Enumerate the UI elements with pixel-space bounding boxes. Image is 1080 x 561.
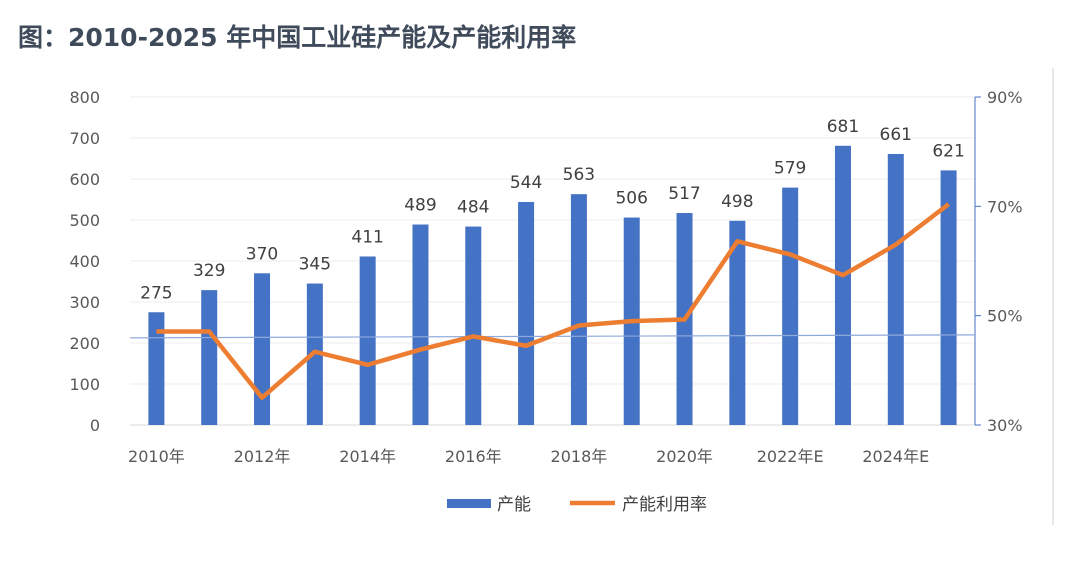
bar <box>254 273 271 425</box>
left-axis-tick: 600 <box>69 170 100 189</box>
data-label: 681 <box>827 117 859 137</box>
bar <box>148 312 165 425</box>
legend-label: 产能利用率 <box>622 495 707 515</box>
right-axis-tick: 90% <box>987 88 1023 107</box>
legend-label: 产能 <box>497 495 531 515</box>
left-axis-tick: 100 <box>69 375 100 394</box>
bar <box>412 224 429 425</box>
left-axis-tick: 500 <box>69 211 100 230</box>
x-axis-tick: 2024年E <box>862 447 929 466</box>
data-label: 370 <box>246 244 278 264</box>
bar <box>201 290 218 425</box>
data-label: 498 <box>721 192 753 212</box>
left-axis-tick: 700 <box>69 129 100 148</box>
data-label: 345 <box>299 255 331 275</box>
x-axis-tick: 2018年 <box>551 447 608 466</box>
right-axis-tick: 30% <box>987 416 1023 435</box>
left-axis-tick: 400 <box>69 252 100 271</box>
bar <box>834 145 851 426</box>
line-series <box>156 202 950 400</box>
left-axis-tick: 800 <box>69 88 100 107</box>
data-label: 506 <box>615 189 647 209</box>
right-axis-tick: 50% <box>987 307 1023 326</box>
data-label: 517 <box>668 184 700 204</box>
data-label: 411 <box>351 227 383 247</box>
x-axis-tick: 2022年E <box>757 447 824 466</box>
data-label: 275 <box>140 283 172 303</box>
x-axis-tick: 2014年 <box>339 447 396 466</box>
data-label: 579 <box>774 159 806 179</box>
bar <box>887 153 904 426</box>
bar <box>518 201 535 425</box>
x-axis-tick: 2020年 <box>656 447 713 466</box>
data-label: 484 <box>457 198 489 218</box>
bar <box>570 194 587 425</box>
data-label: 329 <box>193 261 225 281</box>
x-axis-tick: 2012年 <box>234 447 291 466</box>
data-label: 621 <box>932 141 964 161</box>
data-label: 563 <box>563 165 595 185</box>
right-axis-tick: 70% <box>987 197 1023 216</box>
bar <box>359 256 376 425</box>
data-label: 661 <box>880 125 912 145</box>
bar <box>782 187 799 425</box>
chart-title: 图：2010-2025 年中国工业硅产能及产能利用率 <box>18 23 577 52</box>
legend-bar-swatch <box>447 499 491 508</box>
bar <box>465 226 482 425</box>
left-axis-tick: 0 <box>90 416 100 435</box>
left-axis-tick: 200 <box>69 334 100 353</box>
x-axis-tick: 2010年 <box>128 447 185 466</box>
data-label: 544 <box>510 173 542 193</box>
left-axis-tick: 300 <box>69 293 100 312</box>
bar <box>729 220 746 425</box>
data-label: 489 <box>404 196 436 216</box>
x-axis-tick: 2016年 <box>445 447 502 466</box>
bar <box>940 170 957 425</box>
